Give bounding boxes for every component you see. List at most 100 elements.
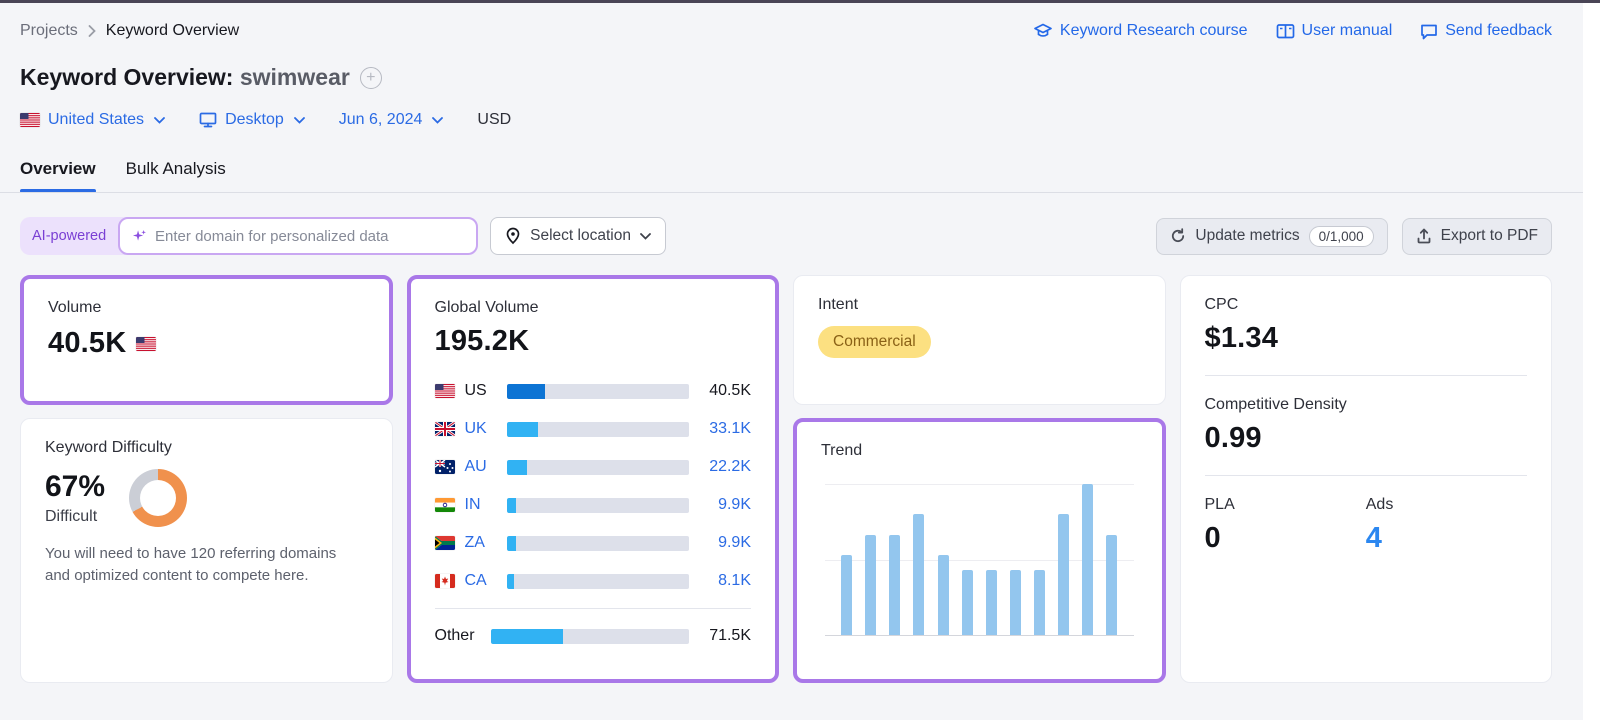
date-filter[interactable]: Jun 6, 2024 (339, 111, 444, 129)
country-volume[interactable]: 8.1K (718, 572, 751, 589)
toolbar-right: Update metrics 0/1,000 Export to PDF (1156, 217, 1552, 255)
ads-title: Ads (1365, 496, 1394, 513)
section-divider (1204, 375, 1527, 376)
keyword-research-course-link[interactable]: Keyword Research course (1033, 22, 1248, 40)
difficulty-gauge (129, 469, 188, 527)
breadcrumb-current: Keyword Overview (105, 22, 240, 39)
keyword-difficulty-description: You will need to have 120 referring doma… (45, 545, 337, 584)
send-feedback-link[interactable]: Send feedback (1420, 22, 1552, 40)
title-row: Keyword Overview: swimwear + (20, 64, 1552, 91)
competitive-density-title: Competitive Density (1204, 396, 1347, 413)
chat-bubble-icon (1421, 24, 1438, 39)
us-flag-icon (20, 113, 40, 127)
trend-bar (1106, 535, 1118, 635)
chevron-down-icon (293, 116, 305, 124)
pla-ads-section: PLA 0 Ads 4 (1181, 476, 1552, 575)
uk-flag-icon (434, 422, 455, 436)
volume-bar (506, 383, 689, 399)
volume-bar (506, 459, 689, 475)
toolbar-left: AI-powered Select location (20, 217, 666, 255)
country-code[interactable]: UK (464, 420, 487, 437)
volume-title: Volume (48, 299, 102, 316)
ai-powered-badge: AI-powered (32, 228, 107, 244)
location-pin-icon (506, 227, 520, 245)
za-flag-icon (434, 536, 455, 550)
pla-block: PLA 0 (1205, 496, 1366, 555)
column-cpc: CPC $1.34 Competitive Density 0.99 PLA 0… (1179, 275, 1552, 683)
country-row-uk: UK 33.1K (434, 410, 751, 448)
select-location-label: Select location (530, 227, 631, 244)
user-manual-link[interactable]: User manual (1276, 22, 1392, 40)
section-divider (1204, 475, 1527, 476)
trend-bar (841, 554, 852, 635)
domain-input[interactable] (155, 227, 465, 245)
location-filter-label: United States (48, 111, 145, 128)
upload-icon (1417, 228, 1431, 244)
ca-flag-icon (434, 574, 455, 588)
book-icon (1276, 23, 1294, 38)
window-top-edge (0, 0, 1600, 3)
cpc-title: CPC (1204, 296, 1239, 313)
cpc-card: CPC $1.34 Competitive Density 0.99 PLA 0… (1179, 275, 1552, 683)
graduation-cap-icon (1034, 23, 1052, 37)
trend-bar (865, 535, 877, 635)
date-filter-label: Jun 6, 2024 (338, 111, 423, 128)
country-volume: 40.5K (709, 382, 751, 399)
gridline (825, 559, 1134, 561)
keyword-difficulty-card: Keyword Difficulty 67% Difficult You wil… (20, 418, 393, 683)
chevron-down-icon (432, 116, 444, 124)
title-prefix: Keyword Overview: (20, 64, 234, 90)
page-title: Keyword Overview: swimwear (20, 64, 350, 91)
cpc-value: $1.34 (1204, 322, 1279, 354)
scrollbar-gutter[interactable] (1583, 3, 1600, 720)
currency-label: USD (477, 111, 512, 128)
update-metrics-button[interactable]: Update metrics 0/1,000 (1156, 217, 1388, 255)
country-volume[interactable]: 9.9K (718, 534, 751, 551)
column-volume: Volume 40.5K Keyword Difficulty 67% Diff… (20, 275, 393, 683)
trend-bar (1034, 570, 1045, 635)
device-filter[interactable]: Desktop (199, 111, 305, 129)
trend-bar (889, 535, 901, 635)
trend-bars (825, 484, 1134, 635)
location-filter[interactable]: United States (20, 111, 165, 129)
trend-title: Trend (821, 442, 863, 459)
country-code[interactable]: ZA (464, 534, 485, 551)
export-to-pdf-button[interactable]: Export to PDF (1401, 217, 1552, 255)
circle-plus-icon[interactable]: + (359, 66, 382, 89)
us-flag-icon (136, 336, 157, 351)
tab-label: Bulk Analysis (125, 159, 226, 178)
keyword-difficulty-level: Difficult (45, 508, 98, 525)
chevron-down-icon (154, 116, 165, 124)
intent-title: Intent (818, 296, 859, 313)
country-volume[interactable]: 33.1K (709, 420, 751, 437)
country-row-ca: CA 8.1K (434, 562, 751, 600)
ads-value[interactable]: 4 (1365, 522, 1383, 554)
country-code: US (464, 382, 487, 399)
volume-bar (506, 535, 689, 551)
breadcrumb-projects[interactable]: Projects (20, 22, 78, 39)
country-code[interactable]: IN (464, 496, 481, 513)
country-volume[interactable]: 22.2K (709, 458, 751, 475)
tab-overview[interactable]: Overview (20, 159, 96, 193)
gridline (825, 484, 1134, 485)
header-links: Keyword Research course User manual Send… (1033, 22, 1552, 40)
country-code[interactable]: AU (464, 458, 487, 475)
volume-card: Volume 40.5K (20, 275, 393, 405)
other-volume: 71.5K (709, 627, 751, 644)
tabs-divider (0, 192, 1600, 193)
ads-block: Ads 4 (1366, 496, 1527, 555)
country-volume[interactable]: 9.9K (718, 496, 751, 513)
pla-value: 0 (1204, 522, 1221, 554)
update-metrics-label: Update metrics (1195, 227, 1300, 244)
tab-bulk-analysis[interactable]: Bulk Analysis (126, 159, 226, 193)
tabs: Overview Bulk Analysis (20, 159, 1552, 193)
competitive-density-value: 0.99 (1204, 422, 1262, 454)
volume-bar (506, 573, 689, 589)
select-location-dropdown[interactable]: Select location (490, 217, 666, 255)
country-code[interactable]: CA (464, 572, 487, 589)
header: Projects Keyword Overview Keyword Resear… (20, 22, 1552, 40)
link-label: Send feedback (1445, 22, 1552, 39)
country-row-za: ZA 9.9K (434, 524, 751, 562)
volume-bar (506, 421, 689, 437)
intent-badge[interactable]: Commercial (818, 326, 931, 358)
